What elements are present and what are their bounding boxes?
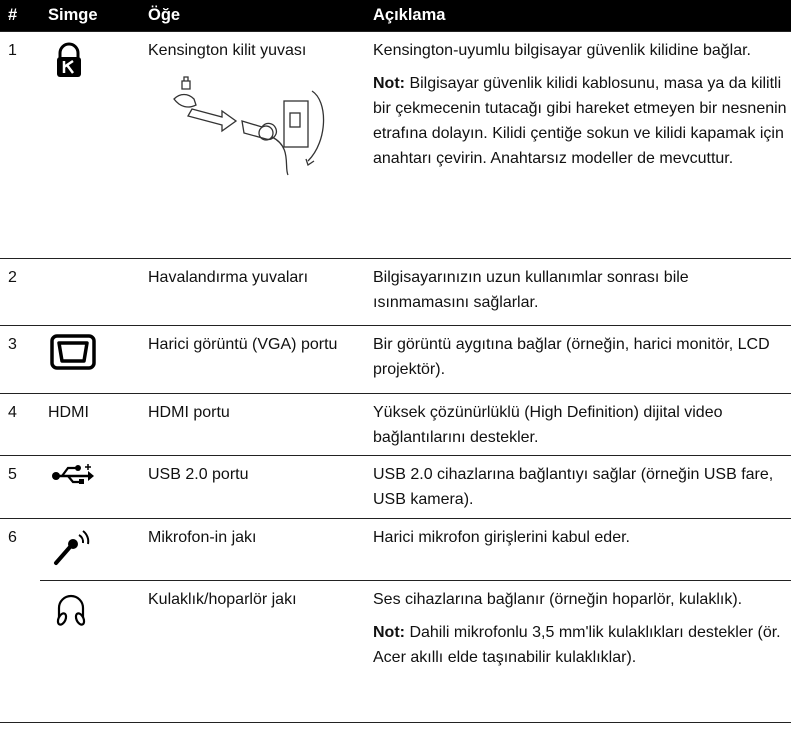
row: 6 Mikrofon-in jakı Harici mikrofon giriş… xyxy=(0,518,791,723)
item: HDMI portu xyxy=(140,393,365,456)
number: 1 xyxy=(0,31,40,259)
row: 3 Harici görüntü (VGA) portu Bir görüntü… xyxy=(0,325,791,394)
header-cell: # xyxy=(0,0,40,32)
row: 2 Havalandırma yuvaları Bilgisayarınızın… xyxy=(0,258,791,326)
note-text: Bilgisayar güvenlik kilidi kablosunu, ma… xyxy=(373,75,787,167)
header-row: # Simge Öğe Açıklama xyxy=(0,0,791,32)
description-cell: Kensington-uyumlu bilgisayar güvenlik ki… xyxy=(365,31,791,259)
item: Harici görüntü (VGA) portu xyxy=(140,325,365,394)
header-cell: Simge xyxy=(40,0,140,32)
row: 4 HDMI HDMI portu Yüksek çözünürlüklü (H… xyxy=(0,393,791,456)
item: Kulaklık/hoparlör jakı xyxy=(140,580,365,723)
item: Havalandırma yuvaları xyxy=(140,258,365,326)
description: Yüksek çözünürlüklü (High Definition) di… xyxy=(365,393,791,456)
number: 6 xyxy=(0,518,40,723)
description: Bir görüntü aygıtına bağlar (örneğin, ha… xyxy=(365,325,791,394)
icon-cell xyxy=(40,580,140,723)
row: 5 USB 2.0 portu USB 2.0 cihazlarına bağl… xyxy=(0,455,791,519)
usb-icon xyxy=(52,464,94,484)
item: Mikrofon-in jakı xyxy=(140,518,365,581)
header-cell: Öğe xyxy=(140,0,365,32)
port-table: # Simge Öğe Açıklama 1 Kensington kilit … xyxy=(0,0,791,723)
description: Bilgisayarınızın uzun kullanımlar sonras… xyxy=(365,258,791,326)
number: 2 xyxy=(0,258,40,326)
row: Kulaklık/hoparlör jakı Ses cihazlarına b… xyxy=(0,580,791,723)
icon-label: HDMI xyxy=(40,393,140,456)
note-text: Dahili mikrofonlu 3,5 mm'lik kulaklıklar… xyxy=(373,624,781,666)
header-cell: Açıklama xyxy=(365,0,791,32)
icon-cell xyxy=(40,31,140,259)
number: 3 xyxy=(0,325,40,394)
description: Ses cihazlarına bağlanır (örneğin hoparl… xyxy=(373,591,743,608)
item-cell: Kensington kilit yuvası xyxy=(140,31,365,259)
note: Not: Dahili mikrofonlu 3,5 mm'lik kulakl… xyxy=(373,620,787,670)
icon-cell xyxy=(40,325,140,394)
note-label: Not: xyxy=(373,75,405,92)
description-cell: Ses cihazlarına bağlanır (örneğin hoparl… xyxy=(365,580,791,723)
icon-cell xyxy=(40,258,140,326)
icon-cell xyxy=(40,518,140,581)
item: Kensington kilit yuvası xyxy=(148,42,307,59)
note: Not: Bilgisayar güvenlik kilidi kablosun… xyxy=(373,71,787,171)
vga-icon xyxy=(50,334,96,370)
item: USB 2.0 portu xyxy=(140,455,365,519)
lock-illustration xyxy=(173,76,325,176)
number: 5 xyxy=(0,455,40,519)
number: 4 xyxy=(0,393,40,456)
row: 1 Kensington kilit yuvası Kensington-uyu… xyxy=(0,31,791,259)
description: Harici mikrofon girişlerini kabul eder. xyxy=(365,518,791,581)
icon-cell xyxy=(40,455,140,519)
headphone-icon xyxy=(56,594,86,626)
description: Kensington-uyumlu bilgisayar güvenlik ki… xyxy=(373,42,751,59)
note-label: Not: xyxy=(373,624,405,641)
description: USB 2.0 cihazlarına bağlantıyı sağlar (ö… xyxy=(365,455,791,519)
kensington-icon xyxy=(57,42,81,77)
microphone-icon xyxy=(54,530,90,565)
